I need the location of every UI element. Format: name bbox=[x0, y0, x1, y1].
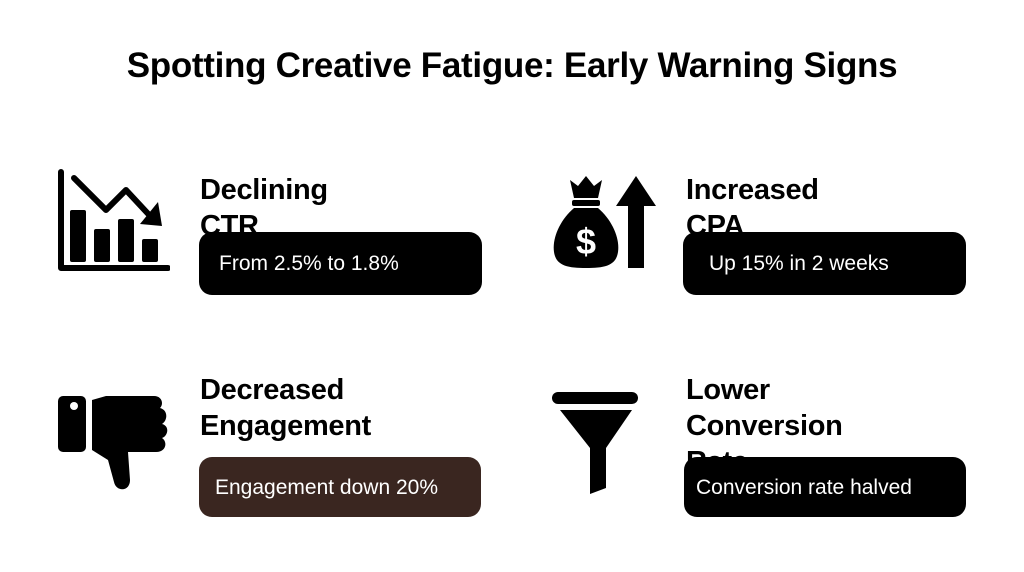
money-bag-arrow-up-icon: $ bbox=[550, 172, 660, 272]
sign-detail-pill: Conversion rate halved bbox=[684, 457, 966, 517]
sign-detail: From 2.5% to 1.8% bbox=[219, 252, 399, 275]
sign-heading: Decreased Engagement bbox=[200, 372, 371, 444]
sign-heading-line: Engagement bbox=[200, 410, 372, 442]
sign-detail-pill: Up 15% in 2 weeks bbox=[683, 232, 966, 295]
svg-text:$: $ bbox=[576, 221, 596, 262]
sign-heading-line: Decreased bbox=[200, 374, 345, 406]
sign-heading-line: Lower Conversion bbox=[686, 374, 843, 442]
sign-detail-pill: Engagement down 20% bbox=[199, 457, 481, 517]
funnel-icon bbox=[552, 392, 642, 496]
sign-detail: Conversion rate halved bbox=[696, 475, 912, 499]
declining-bar-chart-icon bbox=[56, 168, 170, 276]
page-title: Spotting Creative Fatigue: Early Warning… bbox=[126, 46, 898, 85]
sign-detail: Up 15% in 2 weeks bbox=[709, 252, 889, 275]
sign-detail-pill: From 2.5% to 1.8% bbox=[199, 232, 482, 295]
thumbs-down-icon bbox=[56, 396, 170, 492]
sign-detail: Engagement down 20% bbox=[215, 475, 438, 499]
